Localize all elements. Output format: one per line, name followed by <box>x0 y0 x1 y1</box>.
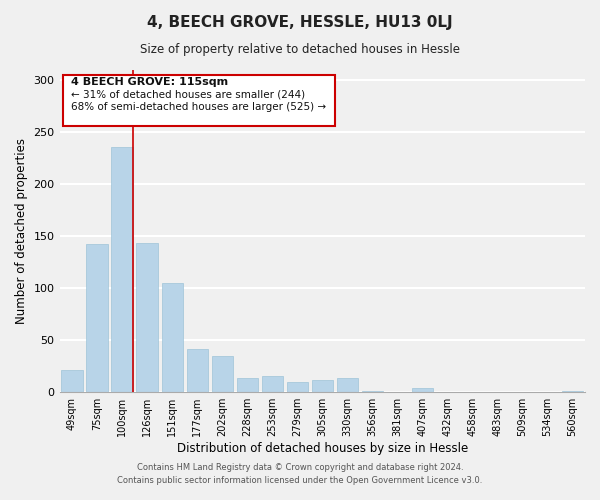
Text: 4, BEECH GROVE, HESSLE, HU13 0LJ: 4, BEECH GROVE, HESSLE, HU13 0LJ <box>147 15 453 30</box>
Bar <box>262 376 283 392</box>
Bar <box>187 348 208 392</box>
Text: ← 31% of detached houses are smaller (244): ← 31% of detached houses are smaller (24… <box>71 90 305 100</box>
Bar <box>287 382 308 392</box>
Bar <box>212 356 233 392</box>
Bar <box>337 378 358 392</box>
Y-axis label: Number of detached properties: Number of detached properties <box>15 138 28 324</box>
Text: Contains HM Land Registry data © Crown copyright and database right 2024.
Contai: Contains HM Land Registry data © Crown c… <box>118 464 482 485</box>
Bar <box>161 283 183 392</box>
Text: Size of property relative to detached houses in Hessle: Size of property relative to detached ho… <box>140 42 460 56</box>
Bar <box>311 380 333 392</box>
FancyBboxPatch shape <box>63 75 335 126</box>
Bar <box>562 391 583 392</box>
Bar <box>86 244 108 392</box>
Bar <box>112 147 133 392</box>
Bar <box>236 378 258 392</box>
Bar <box>362 391 383 392</box>
X-axis label: Distribution of detached houses by size in Hessle: Distribution of detached houses by size … <box>176 442 468 455</box>
Text: 4 BEECH GROVE: 115sqm: 4 BEECH GROVE: 115sqm <box>71 78 228 88</box>
Bar <box>136 242 158 392</box>
Bar <box>61 370 83 392</box>
Bar <box>412 388 433 392</box>
Text: 68% of semi-detached houses are larger (525) →: 68% of semi-detached houses are larger (… <box>71 102 326 112</box>
